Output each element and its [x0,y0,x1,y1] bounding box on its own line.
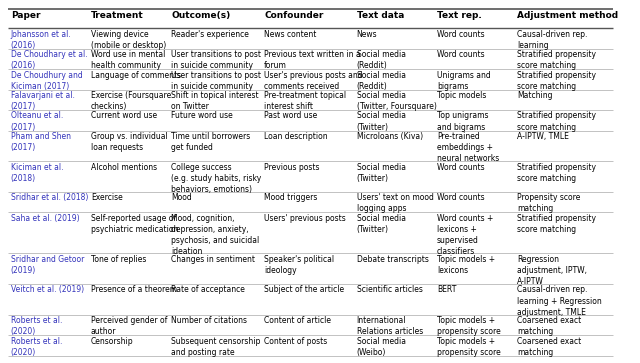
Text: Mood triggers: Mood triggers [264,193,317,202]
Text: Language of comments: Language of comments [91,70,181,79]
Text: Word counts: Word counts [437,50,484,59]
Text: Time until borrowers
get funded: Time until borrowers get funded [172,132,251,152]
Text: Perceived gender of
author: Perceived gender of author [91,316,168,336]
Text: Content of article: Content of article [264,316,331,325]
Text: Confounder: Confounder [264,11,323,20]
Text: Topic models +
propensity score: Topic models + propensity score [437,316,500,336]
Text: Sridhar et al. (2018): Sridhar et al. (2018) [11,193,88,202]
Text: Coarsened exact
matching: Coarsened exact matching [517,337,582,357]
Text: Previous text written in a
forum: Previous text written in a forum [264,50,360,70]
Text: User transitions to post
in suicide community: User transitions to post in suicide comm… [172,70,261,91]
Text: Pre-treatment topical
interest shift: Pre-treatment topical interest shift [264,91,346,111]
Text: Exercise (Foursquare
checkins): Exercise (Foursquare checkins) [91,91,172,111]
Text: Causal-driven rep.
learning: Causal-driven rep. learning [517,30,588,50]
Text: Speaker's political
ideology: Speaker's political ideology [264,255,334,275]
Text: Self-reported usage of
psychiatric medication: Self-reported usage of psychiatric medic… [91,214,179,234]
Text: Number of citations: Number of citations [172,316,247,325]
Text: Topic models: Topic models [437,91,486,100]
Text: BERT: BERT [437,285,456,294]
Text: De Choudhury and
Kiciman (2017): De Choudhury and Kiciman (2017) [11,70,83,91]
Text: Treatment: Treatment [91,11,144,20]
Text: Text rep.: Text rep. [437,11,482,20]
Text: De Choudhary et al.
(2016): De Choudhary et al. (2016) [11,50,87,70]
Text: Word counts +
lexicons +
supervised
classifiers: Word counts + lexicons + supervised clas… [437,214,493,256]
Text: Reader's experience: Reader's experience [172,30,249,38]
Text: Presence of a theorem: Presence of a theorem [91,285,177,294]
Text: International
Relations articles: International Relations articles [356,316,423,336]
Text: Topic models +
propensity score: Topic models + propensity score [437,337,500,357]
Text: Saha et al. (2019): Saha et al. (2019) [11,214,79,223]
Text: Word use in mental
health community: Word use in mental health community [91,50,165,70]
Text: Users' previous posts: Users' previous posts [264,214,346,223]
Text: Past word use: Past word use [264,111,317,121]
Text: Word counts: Word counts [437,163,484,172]
Text: Stratified propensity
score matching: Stratified propensity score matching [517,111,596,132]
Text: Social media
(Twitter): Social media (Twitter) [356,163,406,183]
Text: Mood: Mood [172,193,192,202]
Text: Stratified propensity
score matching: Stratified propensity score matching [517,163,596,183]
Text: Subsequent censorship
and posting rate: Subsequent censorship and posting rate [172,337,260,357]
Text: Mood, cognition,
depression, anxiety,
psychosis, and suicidal
ideation: Mood, cognition, depression, anxiety, ps… [172,214,260,256]
Text: Stratified propensity
score matching: Stratified propensity score matching [517,50,596,70]
Text: Viewing device
(mobile or desktop): Viewing device (mobile or desktop) [91,30,166,50]
Text: Current word use: Current word use [91,111,157,121]
Text: Pham and Shen
(2017): Pham and Shen (2017) [11,132,70,152]
Text: Future word use: Future word use [172,111,233,121]
Text: Johansson et al.
(2016): Johansson et al. (2016) [11,30,72,50]
Text: Falavarjani et al.
(2017): Falavarjani et al. (2017) [11,91,74,111]
Text: Changes in sentiment: Changes in sentiment [172,255,255,264]
Text: Stratified propensity
score matching: Stratified propensity score matching [517,214,596,234]
Text: Text data: Text data [356,11,404,20]
Text: Sridhar and Getoor
(2019): Sridhar and Getoor (2019) [11,255,84,275]
Text: Outcome(s): Outcome(s) [172,11,230,20]
Text: Tone of replies: Tone of replies [91,255,147,264]
Text: Content of posts: Content of posts [264,337,327,346]
Text: News: News [356,30,378,38]
Text: Shift in topical interest
on Twitter: Shift in topical interest on Twitter [172,91,259,111]
Text: Regression
adjustment, IPTW,
A-IPTW: Regression adjustment, IPTW, A-IPTW [517,255,588,286]
Text: Rate of acceptance: Rate of acceptance [172,285,245,294]
Text: Causal-driven rep.
learning + Regression
adjustment, TMLE: Causal-driven rep. learning + Regression… [517,285,602,317]
Text: A-IPTW, TMLE: A-IPTW, TMLE [517,132,569,141]
Text: Roberts et al.
(2020): Roberts et al. (2020) [11,337,62,357]
Text: Paper: Paper [11,11,40,20]
Text: Social media
(Twitter): Social media (Twitter) [356,111,406,132]
Text: Social media
(Twitter, Foursquare): Social media (Twitter, Foursquare) [356,91,436,111]
Text: Topic models +
lexicons: Topic models + lexicons [437,255,495,275]
Text: College success
(e.g. study habits, risky
behaviors, emotions): College success (e.g. study habits, risk… [172,163,262,194]
Text: News content: News content [264,30,316,38]
Text: Social media
(Twitter): Social media (Twitter) [356,214,406,234]
Text: Propensity score
matching: Propensity score matching [517,193,580,213]
Text: Microloans (Kiva): Microloans (Kiva) [356,132,423,141]
Text: Social media
(Weibo): Social media (Weibo) [356,337,406,357]
Text: User's previous posts and
comments received: User's previous posts and comments recei… [264,70,363,91]
Text: Alcohol mentions: Alcohol mentions [91,163,157,172]
Text: Stratified propensity
score matching: Stratified propensity score matching [517,70,596,91]
Text: Unigrams and
bigrams: Unigrams and bigrams [437,70,491,91]
Text: Pre-trained
embeddings +
neural networks: Pre-trained embeddings + neural networks [437,132,499,163]
Text: Word counts: Word counts [437,30,484,38]
Text: Group vs. individual
loan requests: Group vs. individual loan requests [91,132,168,152]
Text: Social media
(Reddit): Social media (Reddit) [356,50,406,70]
Text: Scientific articles: Scientific articles [356,285,422,294]
Text: Top unigrams
and bigrams: Top unigrams and bigrams [437,111,488,132]
Text: Veitch et al. (2019): Veitch et al. (2019) [11,285,84,294]
Text: Social media
(Reddit): Social media (Reddit) [356,70,406,91]
Text: Coarsened exact
matching: Coarsened exact matching [517,316,582,336]
Text: Exercise: Exercise [91,193,123,202]
Text: Loan description: Loan description [264,132,328,141]
Text: Adjustment method: Adjustment method [517,11,618,20]
Text: Censorship: Censorship [91,337,134,346]
Text: Olteanu et al.
(2017): Olteanu et al. (2017) [11,111,63,132]
Text: Matching: Matching [517,91,553,100]
Text: Subject of the article: Subject of the article [264,285,344,294]
Text: User transitions to post
in suicide community: User transitions to post in suicide comm… [172,50,261,70]
Text: Kiciman et al.
(2018): Kiciman et al. (2018) [11,163,63,183]
Text: Roberts et al.
(2020): Roberts et al. (2020) [11,316,62,336]
Text: Debate transcripts: Debate transcripts [356,255,429,264]
Text: Users' text on mood
logging apps: Users' text on mood logging apps [356,193,433,213]
Text: Word counts: Word counts [437,193,484,202]
Text: Previous posts: Previous posts [264,163,319,172]
